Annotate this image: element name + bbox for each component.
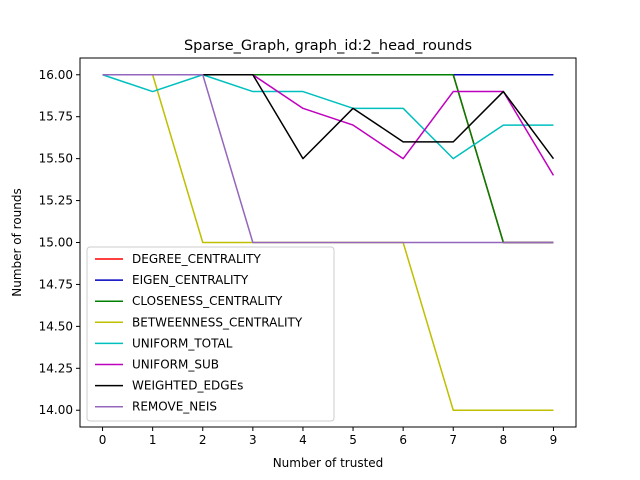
x-tick-label: 0 [99,433,107,447]
x-tick-label: 2 [199,433,207,447]
y-axis: 14.00 14.25 14.50 14.75 15.00 15.25 15.50 15.75… [39,68,80,417]
y-tick-label: 15.50 [39,152,73,166]
y-tick-label: 15.00 [39,236,73,250]
y-tick-label: 14.00 [39,403,73,417]
y-axis-label: Number of rounds [10,188,24,297]
legend-label: EIGEN_CENTRALITY [132,273,249,287]
y-tick-label: 16.00 [39,68,73,82]
legend-label: REMOVE_NEIS [132,400,217,414]
x-tick-label: 4 [299,433,307,447]
x-tick-label: 7 [449,433,457,447]
legend: DEGREE_CENTRALITY EIGEN_CENTRALITY CLOSENE… [86,246,335,422]
series-line-7 [102,74,554,244]
series-line-4 [102,74,554,160]
plot-area [102,74,555,411]
x-tick-label: 6 [399,433,407,447]
y-tick-label: 15.25 [39,194,73,208]
x-axis: 0 1 2 3 4 5 6 7 8 9 [99,427,558,447]
y-tick-label: 14.25 [39,361,73,375]
legend-box [86,246,335,422]
x-tick-label: 3 [249,433,257,447]
x-axis-label: Number of trusted [273,456,384,470]
legend-label: DEGREE_CENTRALITY [132,252,262,266]
legend-label: CLOSENESS_CENTRALITY [132,294,283,308]
x-tick-label: 8 [500,433,508,447]
chart-title: Sparse_Graph, graph_id:2_head_rounds [184,38,472,54]
x-tick-label: 5 [349,433,357,447]
legend-label: WEIGHTED_EDGEs [132,379,243,393]
legend-label: UNIFORM_TOTAL [132,336,233,350]
legend-label: UNIFORM_SUB [132,358,219,372]
x-tick-label: 9 [550,433,558,447]
legend-label: BETWEENNESS_CENTRALITY [132,315,303,329]
y-tick-label: 15.75 [39,110,73,124]
x-tick-label: 1 [149,433,157,447]
y-tick-label: 14.50 [39,319,73,333]
y-tick-label: 14.75 [39,277,73,291]
